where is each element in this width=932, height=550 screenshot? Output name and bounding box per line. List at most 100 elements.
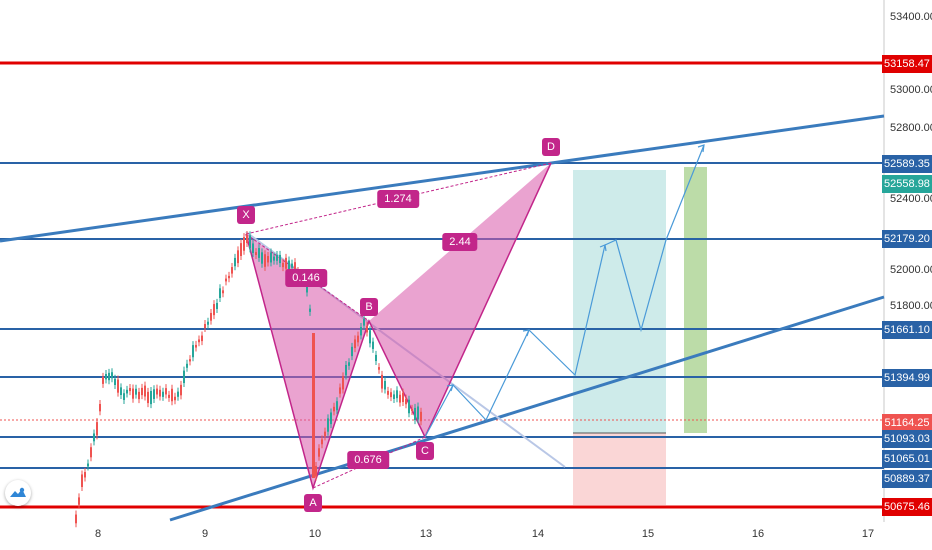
candle (354, 339, 356, 349)
candle (282, 262, 284, 268)
candle (246, 235, 248, 243)
candle (93, 433, 95, 442)
candle (129, 387, 131, 392)
price-tag: 51065.01 (882, 450, 932, 468)
candle (222, 290, 224, 294)
candle (390, 392, 392, 398)
tradingview-cloud-icon (10, 487, 26, 497)
time-tick: 13 (419, 528, 433, 540)
candle (192, 345, 194, 358)
projection-arrowhead (446, 384, 454, 392)
candle (339, 387, 341, 394)
candle (252, 243, 254, 254)
upper-trendline (0, 114, 885, 243)
candle (312, 333, 315, 478)
candle (117, 379, 119, 393)
candle (342, 376, 344, 390)
candle (330, 412, 332, 425)
candle (357, 335, 359, 343)
green-zone (684, 167, 707, 433)
candle (231, 267, 233, 274)
candle (102, 376, 104, 384)
candle (294, 262, 296, 275)
candle (396, 390, 398, 399)
candle (78, 497, 80, 505)
pattern-point-a[interactable]: A (304, 494, 322, 512)
candle (309, 308, 311, 312)
lower-trendline (169, 295, 885, 522)
pattern-point-x[interactable]: X (237, 206, 255, 224)
candle (321, 439, 323, 445)
tradingview-logo[interactable] (5, 480, 31, 506)
time-tick: 16 (751, 528, 765, 540)
candle (228, 275, 230, 279)
price-tick: 52400.00 (890, 193, 932, 205)
candle (234, 257, 236, 267)
price-tag: 51093.03 (882, 430, 932, 448)
candle (210, 312, 212, 321)
projection-arrowhead (599, 244, 607, 252)
candle (393, 394, 395, 399)
candle (366, 325, 368, 333)
candle (147, 391, 149, 404)
candle (141, 387, 143, 396)
candle (405, 398, 407, 405)
candle (87, 463, 89, 467)
candle (258, 248, 260, 258)
candle (213, 304, 215, 316)
pattern-point-b[interactable]: B (360, 298, 378, 316)
candle (162, 391, 164, 397)
candle (123, 393, 125, 401)
candle (363, 318, 365, 326)
candle (264, 254, 266, 267)
candle (135, 388, 137, 395)
candle (174, 396, 176, 401)
candle (132, 388, 134, 399)
candle (168, 394, 170, 398)
candle (279, 254, 281, 264)
time-tick: 9 (201, 528, 209, 540)
pattern-point-c[interactable]: C (416, 442, 434, 460)
price-tag: 50889.37 (882, 470, 932, 488)
ratio-label-xd[interactable]: 1.274 (377, 190, 419, 208)
candle (417, 406, 419, 420)
candle (180, 384, 182, 396)
candle (99, 403, 101, 412)
candle (249, 235, 251, 249)
ratio-label-xb[interactable]: 0.146 (285, 269, 327, 287)
candle (345, 364, 347, 376)
candle (360, 327, 362, 336)
projection-arrowhead (697, 144, 705, 153)
target-zone (573, 170, 666, 433)
projection-path (424, 144, 705, 438)
ratio-label-bd[interactable]: 2.44 (442, 233, 478, 251)
pattern-point-d[interactable]: D (542, 138, 560, 156)
price-tag: 51394.99 (882, 369, 932, 387)
candle (288, 260, 290, 270)
candle (267, 256, 269, 263)
price-tick: 52800.00 (890, 122, 932, 134)
candle (90, 447, 92, 458)
candle (114, 378, 116, 386)
candle (261, 252, 263, 264)
candle (318, 448, 320, 457)
harmonic-triangle-bcd (369, 163, 551, 437)
candle (171, 388, 173, 402)
candle (273, 256, 275, 261)
candle (315, 465, 317, 477)
price-tick: 53400.00 (890, 11, 932, 23)
candle (408, 399, 410, 414)
candle (240, 243, 242, 257)
time-tick: 15 (641, 528, 655, 540)
candle (189, 359, 191, 362)
candle (111, 372, 113, 379)
candle (402, 392, 404, 403)
candle (156, 388, 158, 395)
candle (372, 341, 374, 349)
harmonic-triangle-xab (246, 234, 369, 488)
candle (216, 302, 218, 309)
candle (96, 422, 98, 436)
ratio-label-ac[interactable]: 0.676 (347, 451, 389, 469)
